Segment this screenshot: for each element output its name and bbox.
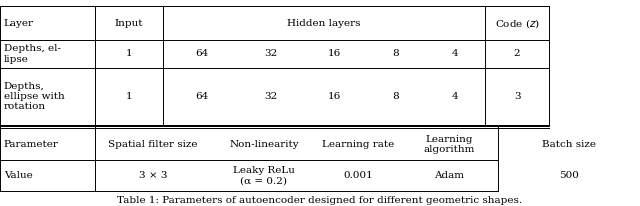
Text: Non-linearity: Non-linearity (229, 140, 299, 149)
Text: Input: Input (115, 19, 143, 28)
Text: Batch size: Batch size (542, 140, 596, 149)
Text: Depths,
ellipse with
rotation: Depths, ellipse with rotation (4, 82, 65, 111)
Text: 2: 2 (514, 49, 520, 59)
Text: Table 1: Parameters of autoencoder designed for different geometric shapes.: Table 1: Parameters of autoencoder desig… (117, 196, 523, 205)
Text: 32: 32 (265, 92, 278, 101)
Text: Parameter: Parameter (4, 140, 59, 149)
Text: Adam: Adam (434, 171, 464, 180)
Text: Leaky ReLu
(α = 0.2): Leaky ReLu (α = 0.2) (233, 166, 295, 185)
Text: Depths, el-
lipse: Depths, el- lipse (4, 44, 61, 64)
Text: Learning
algorithm: Learning algorithm (423, 135, 475, 154)
Text: 8: 8 (392, 92, 399, 101)
Text: Value: Value (4, 171, 33, 180)
Text: 4: 4 (452, 49, 459, 59)
Text: 3 × 3: 3 × 3 (139, 171, 167, 180)
Text: 3: 3 (514, 92, 520, 101)
Text: 1: 1 (125, 49, 132, 59)
Text: 1: 1 (125, 92, 132, 101)
Text: Hidden layers: Hidden layers (287, 19, 361, 28)
Text: 16: 16 (328, 49, 340, 59)
Text: 16: 16 (328, 92, 340, 101)
Text: 500: 500 (559, 171, 579, 180)
Text: 32: 32 (265, 49, 278, 59)
Text: 8: 8 (392, 49, 399, 59)
Text: 4: 4 (452, 92, 459, 101)
Text: 64: 64 (195, 92, 208, 101)
Text: 64: 64 (195, 49, 208, 59)
Text: Spatial filter size: Spatial filter size (108, 140, 198, 149)
Text: 0.001: 0.001 (344, 171, 373, 180)
Text: Learning rate: Learning rate (323, 140, 394, 149)
Text: Code ($z$): Code ($z$) (495, 17, 540, 30)
Text: Layer: Layer (4, 19, 34, 28)
